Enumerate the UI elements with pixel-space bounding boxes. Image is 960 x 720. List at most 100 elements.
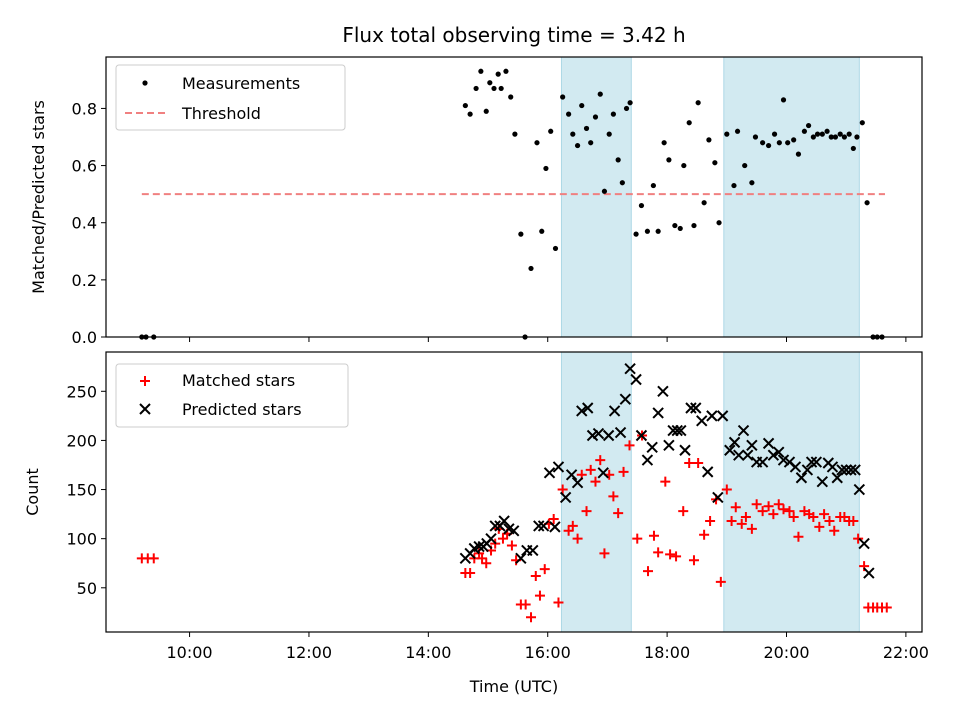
chart-title: Flux total observing time = 3.42 h (342, 23, 685, 47)
counts-panel: 50 100 150 200 250 10:00 12:00 14:00 16:00 18:00… (23, 351, 929, 696)
predicted-star-point-78 (858, 537, 870, 550)
matched-star-point-81 (848, 515, 859, 526)
measurement-point-25 (570, 131, 576, 137)
predicted-star-point-27 (597, 467, 609, 479)
predicted-star-point-55 (741, 449, 754, 461)
measurement-point-13 (508, 94, 514, 100)
counts-legend-box (115, 363, 349, 428)
measurement-point-79 (841, 134, 847, 140)
matched-star-point-30 (581, 506, 592, 517)
counts-x-tick-label-1: 12:00 (286, 643, 332, 662)
predicted-star-point-16 (537, 520, 550, 532)
predicted-star-point-21 (565, 469, 578, 481)
predicted-star-point-33 (630, 373, 642, 386)
measurement-point-71 (805, 122, 812, 129)
measurement-point-39 (633, 231, 639, 237)
measurement-point-37 (623, 105, 630, 112)
measurement-point-47 (677, 225, 683, 232)
matched-star-point-46 (665, 549, 676, 560)
counts-x-tick-label-4: 18:00 (644, 643, 690, 662)
matched-star-point-44 (653, 547, 664, 558)
measurement-point-50 (691, 222, 697, 229)
measurement-point-45 (666, 157, 672, 163)
bottom-observing-window-1 (723, 351, 860, 633)
ratio-x-ticks (189, 337, 907, 342)
predicted-legend-marker (139, 403, 151, 415)
predicted-star-point-30 (614, 426, 627, 439)
counts-y-tick-label-1: 100 (66, 530, 97, 549)
predicted-star-point-37 (652, 407, 664, 419)
measurement-point-24 (566, 111, 572, 117)
ratio-y-axis-label: Matched/Predicted stars (29, 100, 48, 294)
matched-star-point-2 (148, 553, 159, 564)
matched-star-point-55 (715, 576, 726, 587)
measurement-point-18 (534, 140, 540, 146)
predicted-star-point-73 (836, 464, 848, 476)
measurement-point-7 (483, 108, 489, 114)
predicted-star-point-6 (485, 532, 497, 545)
predicted-star-point-19 (552, 461, 565, 473)
measurement-point-60 (749, 180, 755, 186)
top-observing-window-1 (723, 56, 860, 338)
measurement-point-69 (795, 151, 802, 157)
measurement-point-75 (824, 128, 830, 134)
measurement-point-43 (655, 228, 661, 234)
predicted-star-point-53 (733, 449, 745, 461)
predicted-star-point-58 (756, 456, 769, 468)
ratio-y-tick-label-4: 0.8 (72, 99, 97, 118)
predicted-star-point-11 (507, 525, 520, 537)
matched-star-point-68 (784, 506, 795, 517)
predicted-star-point-15 (533, 520, 545, 532)
predicted-star-point-47 (701, 466, 714, 478)
predicted-star-point-26 (592, 427, 605, 440)
ratio-y-tick-label-1: 0.2 (72, 271, 97, 290)
matched-star-point-31 (585, 464, 596, 475)
predicted-star-point-20 (559, 491, 572, 504)
predicted-star-point-41 (671, 424, 683, 437)
measurement-point-49 (686, 120, 692, 126)
predicted-star-point-49 (712, 491, 724, 504)
matched-star-point-43 (648, 530, 659, 541)
predicted-star-point-66 (801, 464, 814, 476)
measurement-point-56 (724, 131, 730, 137)
matched-star-point-59 (736, 518, 747, 529)
measurement-point-19 (539, 228, 545, 234)
measurement-point-72 (810, 134, 816, 140)
measurement-point-34 (610, 111, 616, 117)
predicted-star-point-44 (685, 402, 697, 414)
measurement-point-6 (478, 68, 484, 74)
counts-axes-frame (105, 351, 923, 633)
measurement-point-77 (832, 134, 839, 140)
matched-legend-marker (140, 376, 150, 386)
counts-x-tick-label-0: 10:00 (167, 643, 213, 662)
predicted-star-point-71 (826, 461, 839, 473)
measurement-point-52 (701, 200, 707, 206)
measurement-point-62 (760, 140, 766, 146)
ratio-y-tick-label-0: 0.0 (72, 328, 97, 347)
measurement-point-27 (579, 102, 585, 109)
predicted-star-point-24 (582, 402, 594, 414)
bottom-observing-window-0 (560, 351, 632, 633)
matched-star-point-51 (693, 458, 704, 469)
matched-star-point-8 (481, 558, 492, 569)
measurement-point-55 (716, 220, 722, 226)
counts-y-tick-label-2: 150 (66, 481, 97, 500)
counts-x-tick-label-5: 20:00 (763, 643, 809, 662)
measurement-point-41 (644, 228, 651, 234)
matched-star-point-77 (829, 525, 840, 536)
matched-star-point-66 (773, 499, 784, 510)
measurement-point-46 (672, 222, 678, 229)
measurement-point-5 (473, 85, 479, 92)
ratio-y-tick-label-2: 0.4 (72, 214, 97, 233)
measurement-point-57 (731, 182, 737, 189)
predicted-star-point-39 (663, 439, 675, 452)
matched-stars-points (136, 430, 892, 623)
matched-star-point-38 (618, 466, 629, 477)
measurement-point-59 (742, 162, 748, 169)
predicted-star-point-69 (816, 475, 829, 488)
matched-star-point-25 (557, 484, 568, 495)
predicted-star-point-51 (724, 444, 736, 456)
predicted-star-point-75 (845, 464, 857, 476)
measurement-point-10 (495, 71, 501, 77)
